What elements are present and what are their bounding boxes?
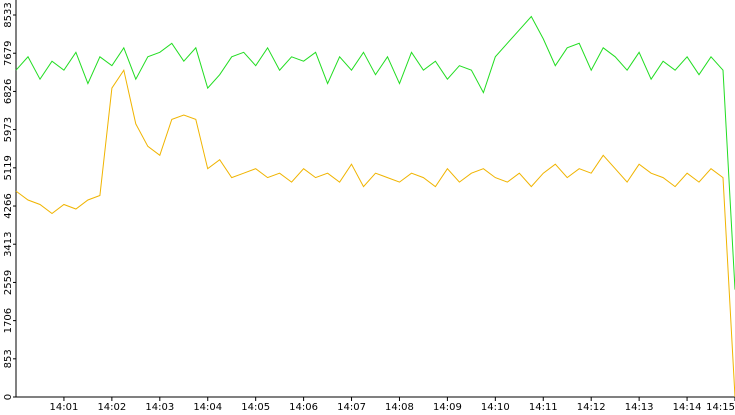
y-tick-label: 7679 [3,41,14,66]
series-line [15,68,735,398]
x-tick-label: 14:01 [50,402,79,413]
y-tick-label: 2559 [3,270,14,295]
x-tick-label: 14:03 [145,402,174,413]
y-tick-label: 853 [3,349,14,368]
y-tick-label: 0 [3,394,14,400]
x-tick-label: 14:04 [193,402,222,413]
x-tick-label: 14:05 [241,402,270,413]
x-tick-label: 14:14 [673,402,702,413]
series-line [15,15,735,290]
y-tick-label: 5119 [3,155,14,180]
x-tick-label: 14:06 [289,402,318,413]
y-tick-label: 5973 [3,117,14,142]
x-tick-label: 14:10 [481,402,510,413]
x-tick-label: 14:13 [625,402,654,413]
x-tick-label: 14:15 [706,402,735,413]
y-tick-label: 3413 [3,231,14,256]
y-tick-label: 8533 [3,2,14,27]
y-tick-label: 4266 [3,193,14,218]
y-tick-label: 6826 [3,79,14,104]
y-tick-label: 1706 [3,308,14,333]
x-tick-label: 14:02 [97,402,126,413]
x-tick-label: 14:11 [529,402,558,413]
x-tick-label: 14:08 [385,402,414,413]
x-tick-label: 14:09 [433,402,462,413]
x-tick-label: 14:12 [577,402,606,413]
x-tick-label: 14:07 [337,402,366,413]
